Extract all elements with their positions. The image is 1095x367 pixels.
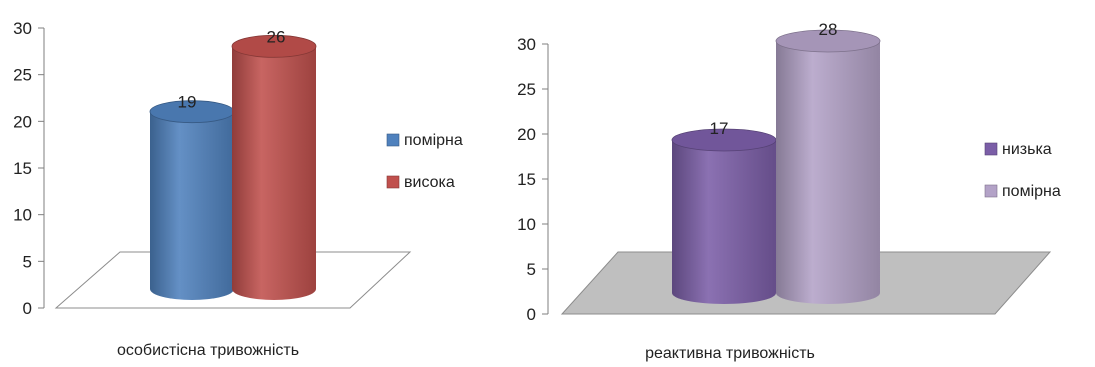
bar-помірна <box>775 29 881 304</box>
y-tick-label: 20 <box>13 112 32 131</box>
legend-label: низька <box>1002 141 1052 158</box>
legend-swatch <box>984 184 998 198</box>
y-tick-label: 15 <box>517 170 536 189</box>
y-tick-label: 0 <box>527 305 536 324</box>
x-axis-label: особистісна тривожність <box>117 342 299 359</box>
legend-swatch <box>386 175 400 189</box>
legend-label: висока <box>404 174 455 191</box>
bar-низька <box>671 128 777 304</box>
y-tick-label: 20 <box>517 125 536 144</box>
bar-body <box>776 41 880 304</box>
chart-2: 0 5 10 15 20 25 30 17 28 низька помірна реактивна т… <box>517 20 1061 362</box>
x-axis-label: реактивна тривожність <box>645 345 815 362</box>
bar-висока <box>231 34 317 301</box>
y-tick-label: 30 <box>13 19 32 38</box>
bar-body <box>150 111 234 301</box>
data-label: 17 <box>710 119 729 138</box>
y-tick-label: 15 <box>13 159 32 178</box>
y-tick-label: 10 <box>517 215 536 234</box>
y-tick-label: 5 <box>527 260 536 279</box>
y-tick-label: 25 <box>13 66 32 85</box>
legend-label: помірна <box>404 132 463 149</box>
data-label: 19 <box>178 93 197 112</box>
chart-1: 0 5 10 15 20 25 30 19 26 помірна висока особистісна… <box>13 19 463 359</box>
y-tick-label: 30 <box>517 35 536 54</box>
legend-label: помірна <box>1002 183 1061 200</box>
bar-top <box>775 29 881 53</box>
y-tick-label: 0 <box>23 299 32 318</box>
y-tick-label: 10 <box>13 206 32 225</box>
legend-swatch <box>984 142 998 156</box>
bar-body <box>672 140 776 304</box>
legend-swatch <box>386 133 400 147</box>
data-label: 26 <box>267 27 286 46</box>
bar-top <box>231 34 317 58</box>
bar-body <box>232 46 316 301</box>
y-tick-label: 25 <box>517 80 536 99</box>
data-label: 28 <box>819 20 838 39</box>
bar-помірна <box>149 100 235 301</box>
y-tick-label: 5 <box>23 252 32 271</box>
